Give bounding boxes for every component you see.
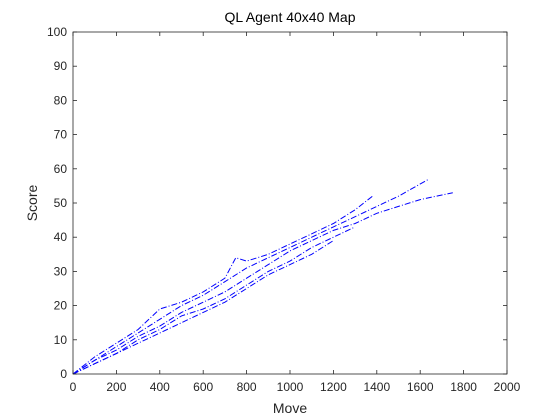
- x-tick-label: 600: [193, 380, 213, 394]
- x-tick-label: 0: [70, 380, 77, 394]
- y-tick-label: 70: [54, 128, 68, 142]
- series-line-2: [72, 178, 430, 375]
- series-line-4: [72, 226, 356, 375]
- series-line-1: [72, 195, 373, 375]
- x-axis-label: Move: [273, 400, 307, 416]
- y-tick-label: 20: [54, 299, 68, 313]
- y-tick-label: 10: [54, 333, 68, 347]
- x-tick-label: 400: [150, 380, 170, 394]
- series-line-5: [72, 240, 334, 375]
- y-axis-ticks: 0 10 20 30 40 50 60 70 80 90 100: [47, 25, 507, 381]
- y-tick-label: 50: [54, 196, 68, 210]
- y-tick-label: 30: [54, 264, 68, 278]
- chart-title: QL Agent 40x40 Map: [224, 9, 355, 25]
- plot-area: [73, 32, 507, 374]
- y-tick-label: 0: [60, 367, 67, 381]
- x-tick-label: 1400: [363, 380, 390, 394]
- x-tick-label: 800: [237, 380, 257, 394]
- x-tick-label: 1200: [320, 380, 347, 394]
- y-tick-label: 40: [54, 230, 68, 244]
- x-tick-label: 2000: [494, 380, 521, 394]
- series-line-3: [72, 192, 453, 375]
- y-tick-label: 80: [54, 93, 68, 107]
- x-tick-label: 1000: [277, 380, 304, 394]
- y-tick-label: 60: [54, 162, 68, 176]
- y-tick-label: 100: [47, 25, 67, 39]
- axes-box: [72, 31, 508, 375]
- series-layer: [72, 178, 453, 375]
- x-axis-ticks: 0 200 400 600 800 1000 1200 1400 1600 1800 2000: [70, 32, 521, 394]
- y-axis-label: Score: [24, 185, 40, 222]
- x-tick-label: 1600: [407, 380, 434, 394]
- x-tick-label: 200: [106, 380, 126, 394]
- y-tick-label: 90: [54, 59, 68, 73]
- x-tick-label: 1800: [450, 380, 477, 394]
